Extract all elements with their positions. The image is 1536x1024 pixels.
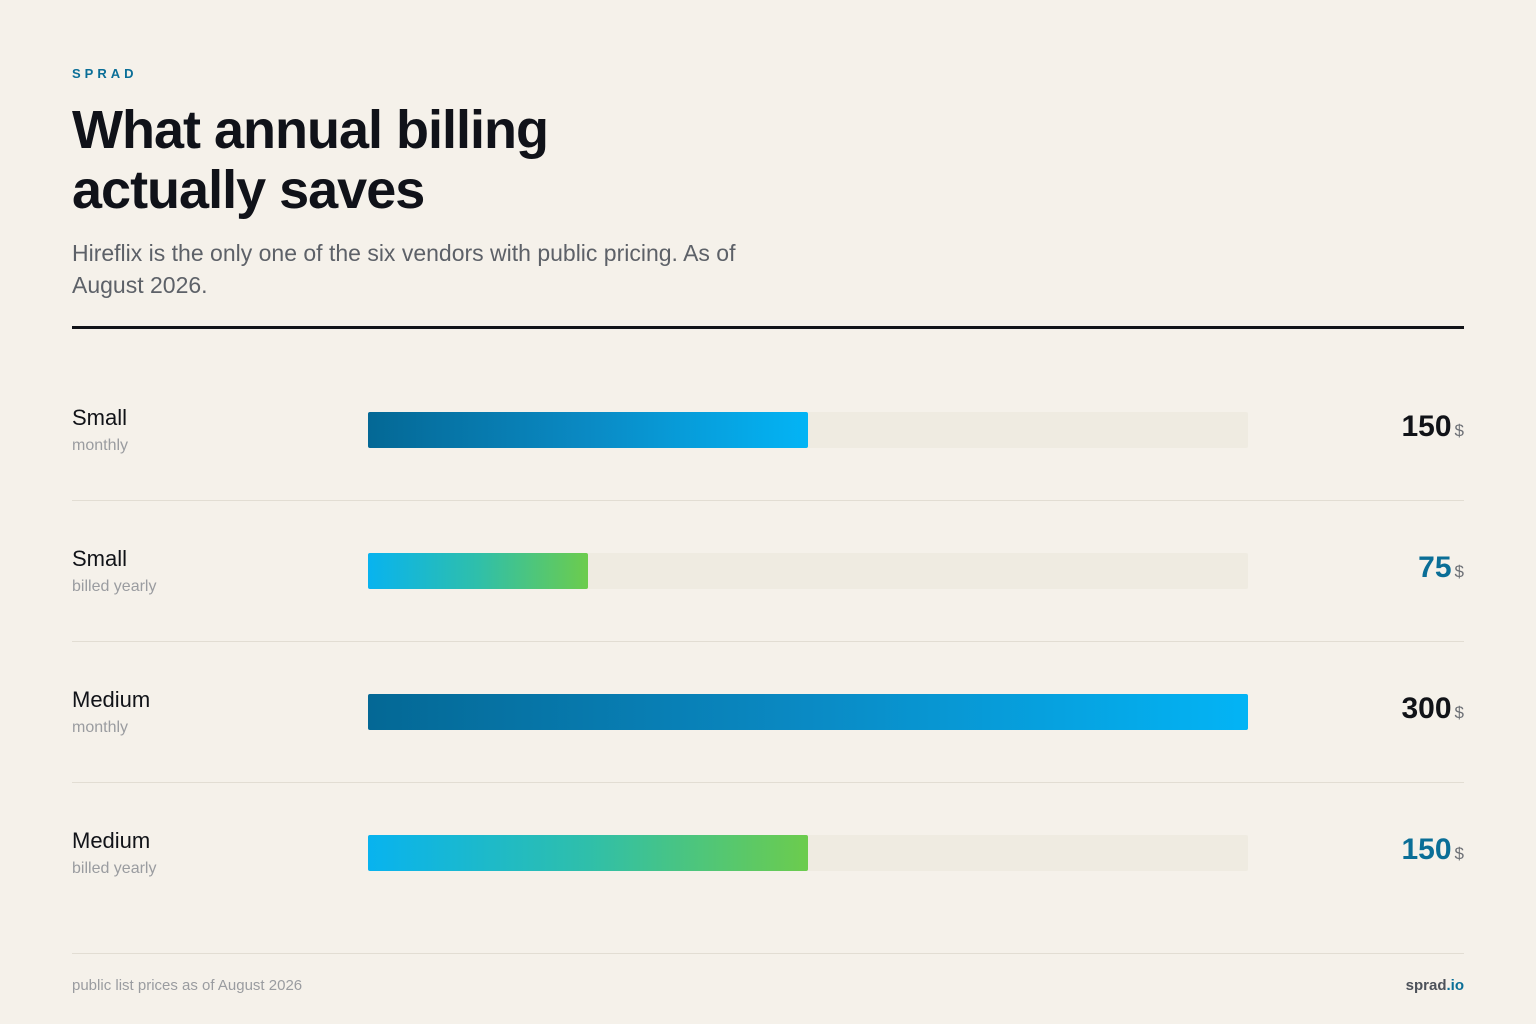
currency-unit: $ — [1454, 703, 1464, 722]
chart-row: Small monthly 150 $ — [72, 360, 1464, 501]
page-subtitle: Hireflix is the only one of the six vend… — [72, 240, 736, 298]
value-label: 300 $ — [1401, 692, 1464, 726]
value-label: 75 $ — [1418, 551, 1464, 585]
billing-period-label: monthly — [72, 437, 129, 454]
value-number: 75 — [1418, 551, 1452, 584]
row-divider — [72, 641, 1464, 642]
category-label: Medium — [72, 828, 151, 853]
category-label: Small — [72, 405, 128, 430]
currency-unit: $ — [1454, 421, 1464, 440]
bar-track — [368, 412, 1248, 448]
row-divider — [72, 500, 1464, 501]
footer-brand-name: sprad — [1405, 977, 1447, 994]
footer-note: public list prices as of August 2026 — [72, 977, 303, 994]
chart-row: Small billed yearly 75 $ — [72, 501, 1464, 642]
bar — [368, 835, 808, 871]
currency-unit: $ — [1454, 844, 1464, 863]
footer-divider — [72, 953, 1464, 954]
chart-row: Medium billed yearly 150 $ — [72, 783, 1464, 924]
value-label: 150 $ — [1401, 410, 1464, 444]
chart-row: Medium monthly 300 $ — [72, 642, 1464, 783]
bar-track — [368, 694, 1248, 730]
bar-track — [368, 553, 1248, 589]
bar — [368, 412, 808, 448]
footer-brand[interactable]: sprad.io — [1406, 977, 1464, 994]
value-number: 300 — [1401, 692, 1452, 725]
bar-chart: Small monthly 150 $ Small billed yearly 75 $ Med… — [72, 360, 1464, 924]
billing-period-label: billed yearly — [72, 860, 157, 877]
category-label: Small — [72, 546, 128, 571]
value-label: 150 $ — [1401, 833, 1464, 867]
currency-unit: $ — [1454, 562, 1464, 581]
footer-brand-tld: .io — [1446, 977, 1465, 994]
bar-track — [368, 835, 1248, 871]
value-number: 150 — [1401, 410, 1452, 443]
page-title: What annual billing actually saves — [72, 100, 549, 220]
billing-period-label: monthly — [72, 719, 129, 736]
bar — [368, 553, 588, 589]
header-divider — [72, 326, 1464, 329]
bar — [368, 694, 1248, 730]
value-number: 150 — [1401, 833, 1452, 866]
row-divider — [72, 782, 1464, 783]
brand-label: SPRAD — [72, 66, 138, 81]
category-label: Medium — [72, 687, 151, 712]
billing-period-label: billed yearly — [72, 578, 157, 595]
